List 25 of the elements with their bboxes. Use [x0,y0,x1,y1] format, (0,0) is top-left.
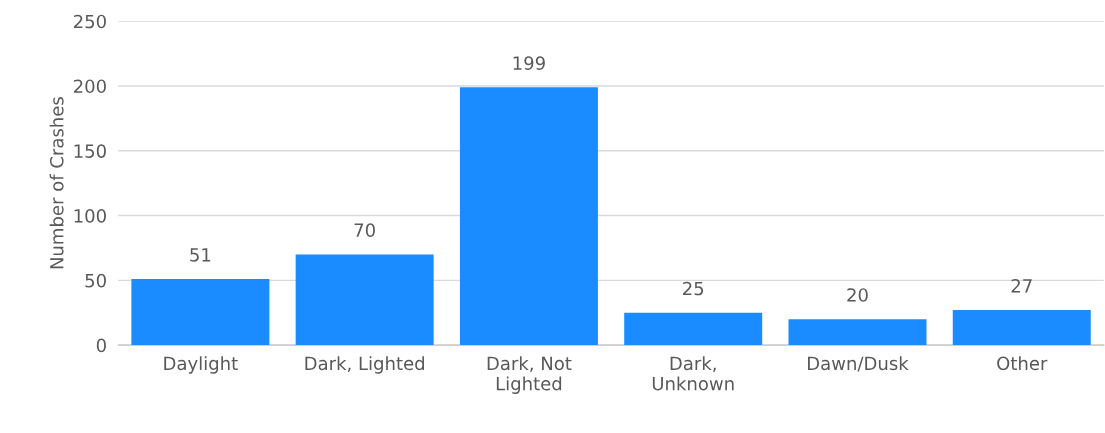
bar [459,87,598,346]
x-tick-label: Dark, Unknown [652,356,734,391]
data-label: 27 [1011,279,1032,293]
x-tick-label: Dawn/Dusk [808,356,909,372]
bar [131,279,270,346]
x-tick-label: Dark, Not Lighted [487,356,572,394]
y-tick-label: 0 [96,338,106,353]
data-label: 25 [683,281,704,296]
bar [295,254,434,346]
y-tick-label: 150 [74,144,106,158]
x-tick-label: Other [997,356,1048,371]
y-tick-label: 100 [74,209,106,223]
y-tick-label: 50 [85,273,106,288]
y-axis-title: Number of Crashes [49,97,64,269]
data-label: 20 [847,288,868,302]
x-tick-label: Dark, Lighted [305,356,424,374]
x-tick-label: Daylight [164,356,238,374]
bar [624,312,763,346]
bar [952,310,1091,346]
y-tick-label: 200 [73,79,106,94]
y-tick-label: 250 [73,14,106,29]
data-label: 51 [190,248,211,262]
data-label: 70 [354,223,375,238]
bar [788,319,927,346]
data-label: 199 [513,56,545,70]
